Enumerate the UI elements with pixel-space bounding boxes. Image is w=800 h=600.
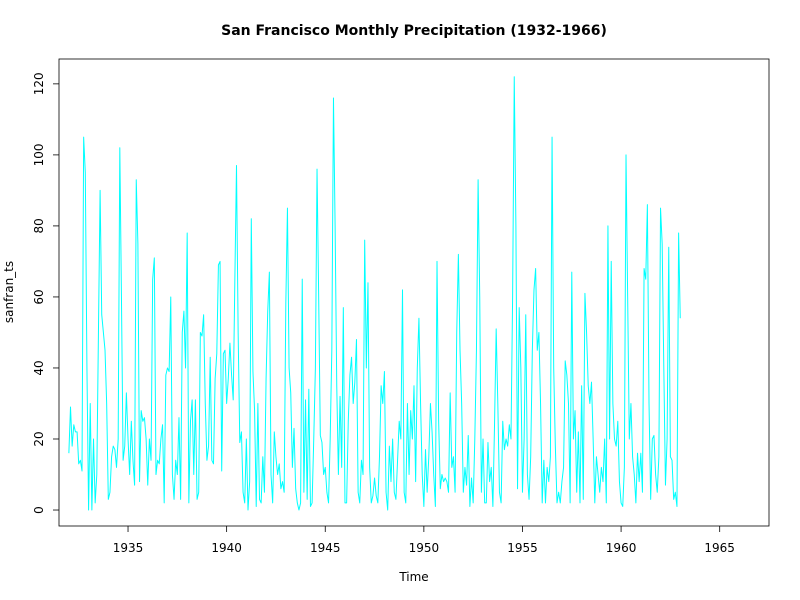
x-tick-label: 1960 (606, 541, 637, 555)
x-tick-label: 1945 (310, 541, 341, 555)
y-tick-label: 40 (32, 360, 46, 375)
series-line (68, 76, 681, 511)
y-tick-label: 100 (32, 143, 46, 166)
x-tick-label: 1940 (211, 541, 242, 555)
plot-frame (58, 58, 770, 527)
y-tick-label: 0 (32, 506, 46, 514)
x-axis: 1935 1940 1945 1950 1955 1960 1965 (113, 526, 735, 555)
x-tick-label: 1965 (704, 541, 735, 555)
y-tick-label: 60 (32, 289, 46, 304)
chart-title: San Francisco Monthly Precipitation (193… (221, 23, 607, 39)
x-axis-label: Time (398, 570, 428, 584)
x-tick-label: 1935 (113, 541, 144, 555)
y-tick-label: 80 (32, 218, 46, 233)
y-tick-label: 120 (32, 72, 46, 95)
y-axis: 0 20 40 60 80 100 120 (32, 72, 59, 514)
y-tick-label: 20 (32, 431, 46, 446)
y-axis-label: sanfran_ts (2, 261, 16, 323)
x-tick-label: 1955 (507, 541, 538, 555)
x-tick-label: 1950 (409, 541, 440, 555)
